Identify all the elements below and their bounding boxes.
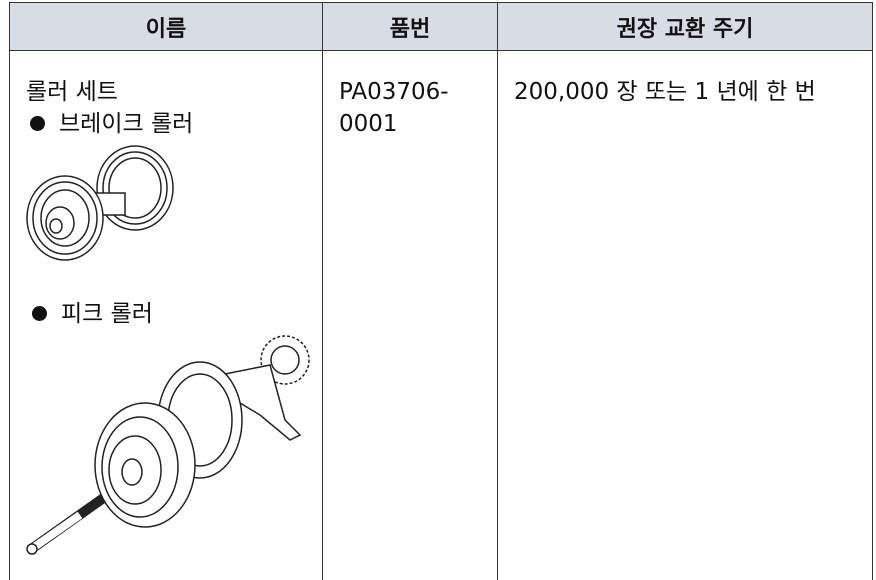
item-text: 브레이크 롤러 bbox=[59, 111, 194, 137]
set-name: 롤러 세트 bbox=[26, 79, 118, 105]
part-number: PA03706-0001 bbox=[339, 79, 449, 137]
item-text: 피크 롤러 bbox=[61, 301, 153, 327]
name-cell: 롤러 세트 브레이크 롤러 피크 롤러 bbox=[9, 50, 323, 580]
header-interval: 권장 교환 주기 bbox=[497, 2, 873, 51]
item: 브레이크 롤러 bbox=[26, 108, 322, 140]
interval: 200,000 장 또는 1 년에 한 번 bbox=[514, 79, 816, 105]
part-number-cell: PA03706-0001 bbox=[322, 50, 498, 580]
item: 피크 롤러 bbox=[28, 298, 153, 330]
bullet bbox=[30, 116, 45, 131]
brake-roller-image bbox=[26, 145, 174, 261]
header-part-number: 품번 bbox=[322, 2, 498, 51]
header-name: 이름 bbox=[9, 2, 323, 51]
pick-roller-image bbox=[26, 335, 310, 555]
bullet bbox=[32, 306, 47, 321]
interval-cell: 200,000 장 또는 1 년에 한 번 bbox=[497, 50, 873, 580]
